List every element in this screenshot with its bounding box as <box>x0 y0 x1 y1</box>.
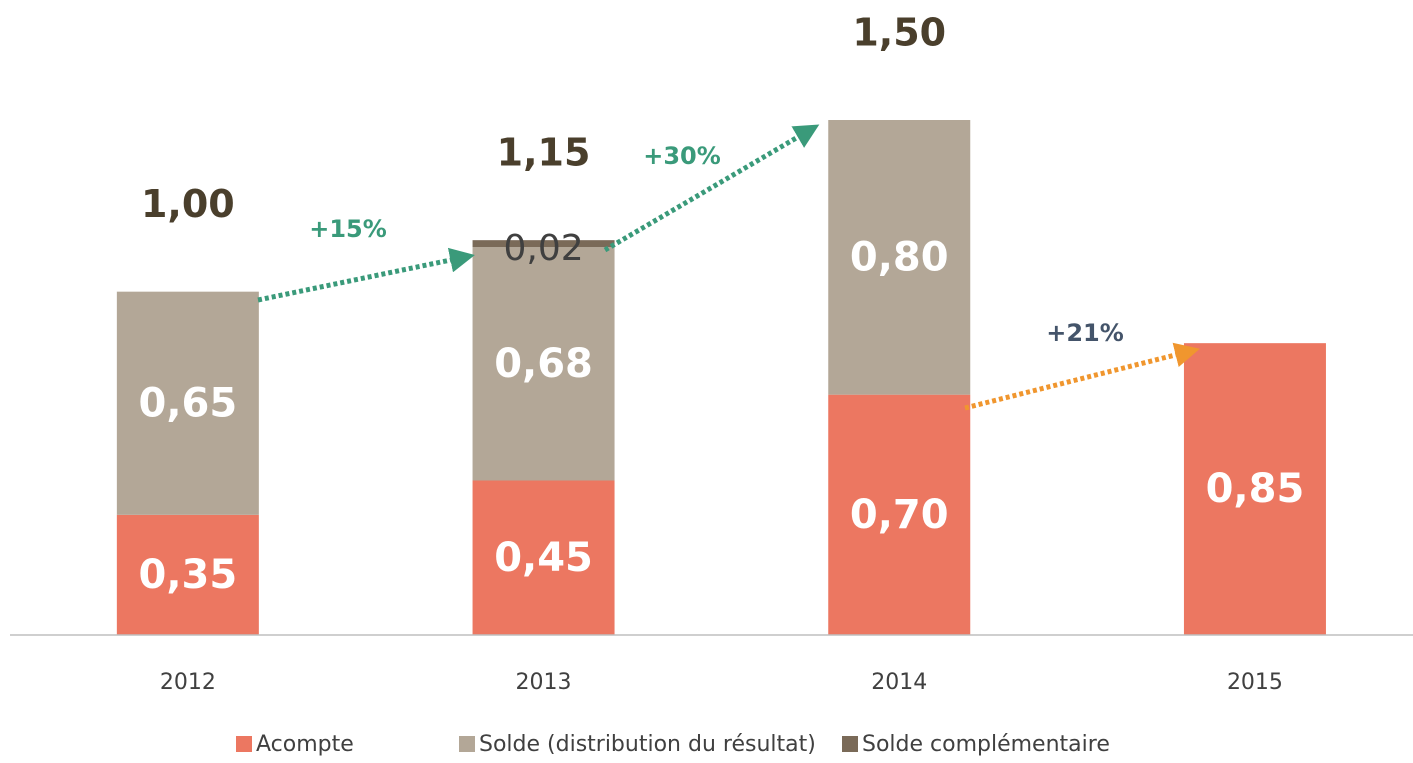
legend-swatch <box>842 736 858 752</box>
total-label: 1,00 <box>141 182 235 226</box>
x-tick-label: 2015 <box>1227 670 1283 695</box>
value-label: 0,70 <box>850 492 949 538</box>
value-label: 0,85 <box>1206 466 1305 512</box>
value-label: 0,68 <box>494 341 593 387</box>
bar-segment <box>472 247 615 481</box>
value-label: 0,02 <box>503 228 583 269</box>
bar-segment <box>828 120 971 395</box>
value-label: 0,65 <box>138 380 237 426</box>
legend-swatch <box>236 736 252 752</box>
growth-label: +30% <box>643 142 721 170</box>
value-label: 0,80 <box>850 234 949 280</box>
growth-label: +21% <box>1046 319 1124 347</box>
bar-segment <box>116 291 259 515</box>
legend-label: Acompte <box>256 732 354 757</box>
growth-arrow <box>257 247 475 303</box>
bar-segment <box>116 514 259 635</box>
x-tick-label: 2013 <box>516 670 572 695</box>
legend-swatch <box>459 736 475 752</box>
total-label: 1,50 <box>852 11 946 55</box>
growth-arrow <box>603 124 820 253</box>
growth-label: +15% <box>309 215 387 243</box>
bar-segment <box>1183 343 1326 635</box>
x-tick-label: 2012 <box>160 670 216 695</box>
total-label: 1,15 <box>497 131 591 175</box>
growth-arrow <box>964 342 1200 411</box>
value-label: 0,45 <box>494 535 593 581</box>
bar-segment <box>472 240 615 248</box>
bar-segment <box>472 480 615 635</box>
legend-label: Solde complémentaire <box>862 732 1110 757</box>
legend-label: Solde (distribution du résultat) <box>479 732 816 757</box>
bar-segment <box>828 394 971 635</box>
x-tick-label: 2014 <box>871 670 927 695</box>
value-label: 0,35 <box>138 552 237 598</box>
